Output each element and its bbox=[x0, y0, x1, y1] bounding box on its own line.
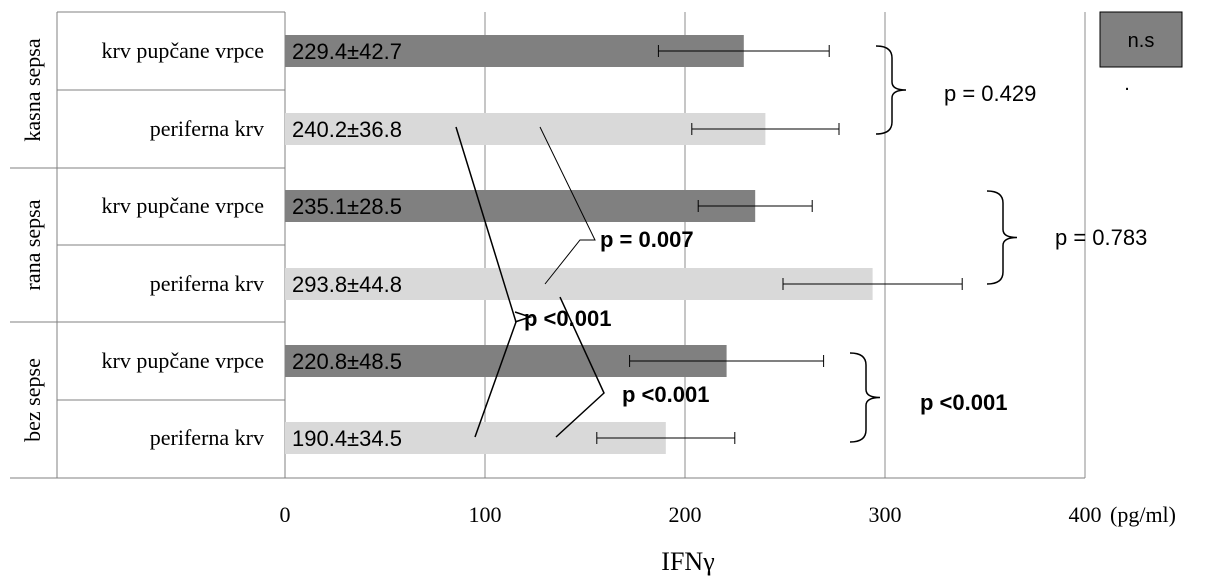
x-tick-label: 200 bbox=[669, 502, 702, 527]
value-label: 220.8±48.5 bbox=[292, 349, 402, 374]
row-label: periferna krv bbox=[150, 116, 264, 141]
p-value-label: p <0.001 bbox=[920, 390, 1007, 415]
x-axis: 0 100 200 300 400 bbox=[280, 502, 1102, 527]
legend: n.s . bbox=[1099, 11, 1183, 95]
bar bbox=[285, 190, 756, 222]
row-label: krv pupčane vrpce bbox=[102, 348, 264, 373]
row-label: krv pupčane vrpce bbox=[102, 38, 264, 63]
x-axis-title: IFNγ bbox=[661, 547, 714, 576]
group-label: bez sepse bbox=[20, 358, 45, 442]
connector-line bbox=[539, 126, 596, 285]
group-label: rana sepsa bbox=[20, 199, 45, 290]
x-tick-label: 0 bbox=[280, 502, 291, 527]
value-labels: 229.4±42.7 240.2±36.8 235.1±28.5 293.8±44.8… bbox=[292, 39, 402, 451]
brace bbox=[986, 190, 1018, 285]
bars bbox=[285, 35, 873, 454]
value-label: 293.8±44.8 bbox=[292, 272, 402, 297]
connector-tick bbox=[514, 311, 533, 323]
value-label: 229.4±42.7 bbox=[292, 39, 402, 64]
legend-label-dot: . bbox=[1124, 73, 1130, 95]
value-label: 235.1±28.5 bbox=[292, 194, 402, 219]
brace bbox=[849, 352, 881, 443]
bar bbox=[285, 113, 766, 145]
p-value-annotation: p <0.001 bbox=[524, 306, 611, 331]
grid-lines bbox=[484, 12, 1086, 478]
value-label: 240.2±36.8 bbox=[292, 117, 402, 142]
x-tick-label: 100 bbox=[469, 502, 502, 527]
p-value-annotation: p = 0.007 bbox=[600, 227, 694, 252]
row-label: krv pupčane vrpce bbox=[102, 193, 264, 218]
error-bars bbox=[596, 45, 963, 444]
connector-line bbox=[555, 296, 605, 438]
p-value-annotation: p <0.001 bbox=[622, 382, 709, 407]
row-label: periferna krv bbox=[150, 271, 264, 296]
bar bbox=[285, 268, 873, 300]
legend-label: n.s bbox=[1128, 30, 1155, 52]
x-tick-label: 300 bbox=[869, 502, 902, 527]
legend-swatch bbox=[1099, 11, 1183, 68]
value-label: 190.4±34.5 bbox=[292, 426, 402, 451]
p-value-label: p = 0.429 bbox=[944, 81, 1036, 106]
category-table: kasna sepsa krv pupčane vrpce periferna kr… bbox=[10, 11, 1085, 479]
x-tick-label: 400 bbox=[1069, 502, 1102, 527]
row-label: periferna krv bbox=[150, 425, 264, 450]
p-value-label: p = 0.783 bbox=[1055, 225, 1147, 250]
group-label: kasna sepsa bbox=[20, 38, 45, 141]
brace bbox=[875, 45, 907, 135]
x-axis-unit: (pg/ml) bbox=[1110, 502, 1176, 527]
significance-annotations: p = 0.429 p = 0.783 p <0.001 p = 0.007 p <0.… bbox=[455, 45, 1147, 443]
